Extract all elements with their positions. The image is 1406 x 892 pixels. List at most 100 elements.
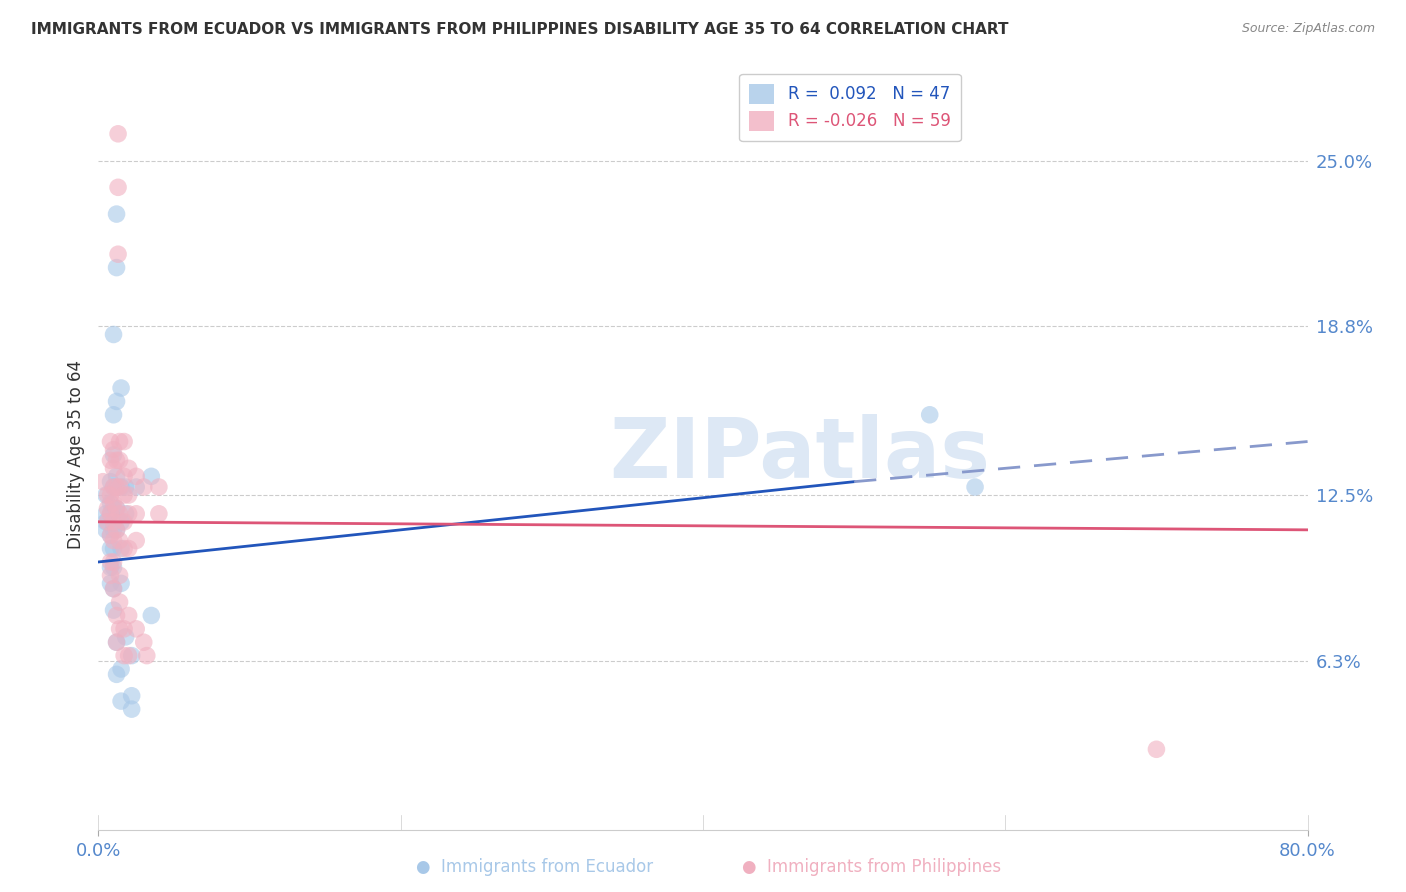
Point [105,207,128,221]
Point [114,507,136,521]
Point [148,480,170,494]
Point [100,528,122,542]
Point [112,469,135,483]
Point [103,582,125,596]
Point [118,541,141,556]
Point [105,453,128,467]
Point [103,327,125,342]
Point [100,541,122,556]
Point [108,595,131,609]
Point [114,630,136,644]
Point [112,541,135,556]
Point [125,480,148,494]
Point [125,469,148,483]
Point [110,381,132,395]
Point [132,635,155,649]
Point [105,501,128,516]
Point [108,453,131,467]
Point [100,507,122,521]
Point [141,469,163,483]
Point [105,394,128,409]
Point [125,507,148,521]
Point [132,480,155,494]
Point [105,523,128,537]
Point [110,541,132,556]
Point [103,541,125,556]
Point [110,694,132,708]
Y-axis label: Disability Age 35 to 64: Disability Age 35 to 64 [66,360,84,549]
Point [107,247,129,261]
Point [100,496,122,510]
Point [100,434,122,449]
Point [103,582,125,596]
Point [105,635,128,649]
Point [103,448,125,462]
Legend: R =  0.092   N = 47, R = -0.026   N = 59: R = 0.092 N = 47, R = -0.026 N = 59 [740,74,960,141]
Point [100,560,122,574]
Point [108,480,131,494]
Point [110,662,132,676]
Point [105,469,128,483]
Point [108,568,131,582]
Point [103,501,125,516]
Point [94,515,117,529]
Point [118,507,141,521]
Point [100,475,122,489]
Point [94,488,117,502]
Point [112,648,135,663]
Point [96,515,118,529]
Point [103,533,125,548]
Point [148,507,170,521]
Point [103,480,125,494]
Point [103,442,125,457]
Point [105,523,128,537]
Point [121,648,143,663]
Point [121,689,143,703]
Text: ●  Immigrants from Ecuador: ● Immigrants from Ecuador [416,858,652,876]
Point [103,496,125,510]
Point [110,480,132,494]
Point [103,555,125,569]
Point [105,501,128,516]
Point [118,608,141,623]
Point [965,480,987,494]
Point [96,501,118,516]
Point [100,576,122,591]
Point [114,480,136,494]
Point [91,475,114,489]
Point [107,127,129,141]
Point [107,180,129,194]
Point [94,523,117,537]
Point [94,507,117,521]
Point [918,408,941,422]
Point [103,603,125,617]
Point [112,434,135,449]
Point [105,480,128,494]
Point [105,635,128,649]
Text: ●  Immigrants from Philippines: ● Immigrants from Philippines [742,858,1001,876]
Text: ZIPatlas: ZIPatlas [609,415,990,495]
Point [141,608,163,623]
Point [103,515,125,529]
Point [100,453,122,467]
Point [108,622,131,636]
Point [105,260,128,275]
Point [118,648,141,663]
Point [96,488,118,502]
Point [105,667,128,681]
Text: IMMIGRANTS FROM ECUADOR VS IMMIGRANTS FROM PHILIPPINES DISABILITY AGE 35 TO 64 C: IMMIGRANTS FROM ECUADOR VS IMMIGRANTS FR… [31,22,1008,37]
Point [103,408,125,422]
Point [100,507,122,521]
Point [112,515,135,529]
Point [103,480,125,494]
Point [108,434,131,449]
Point [1144,742,1167,756]
Point [121,702,143,716]
Point [112,488,135,502]
Point [103,560,125,574]
Point [103,523,125,537]
Point [105,608,128,623]
Point [118,488,141,502]
Point [100,568,122,582]
Point [110,576,132,591]
